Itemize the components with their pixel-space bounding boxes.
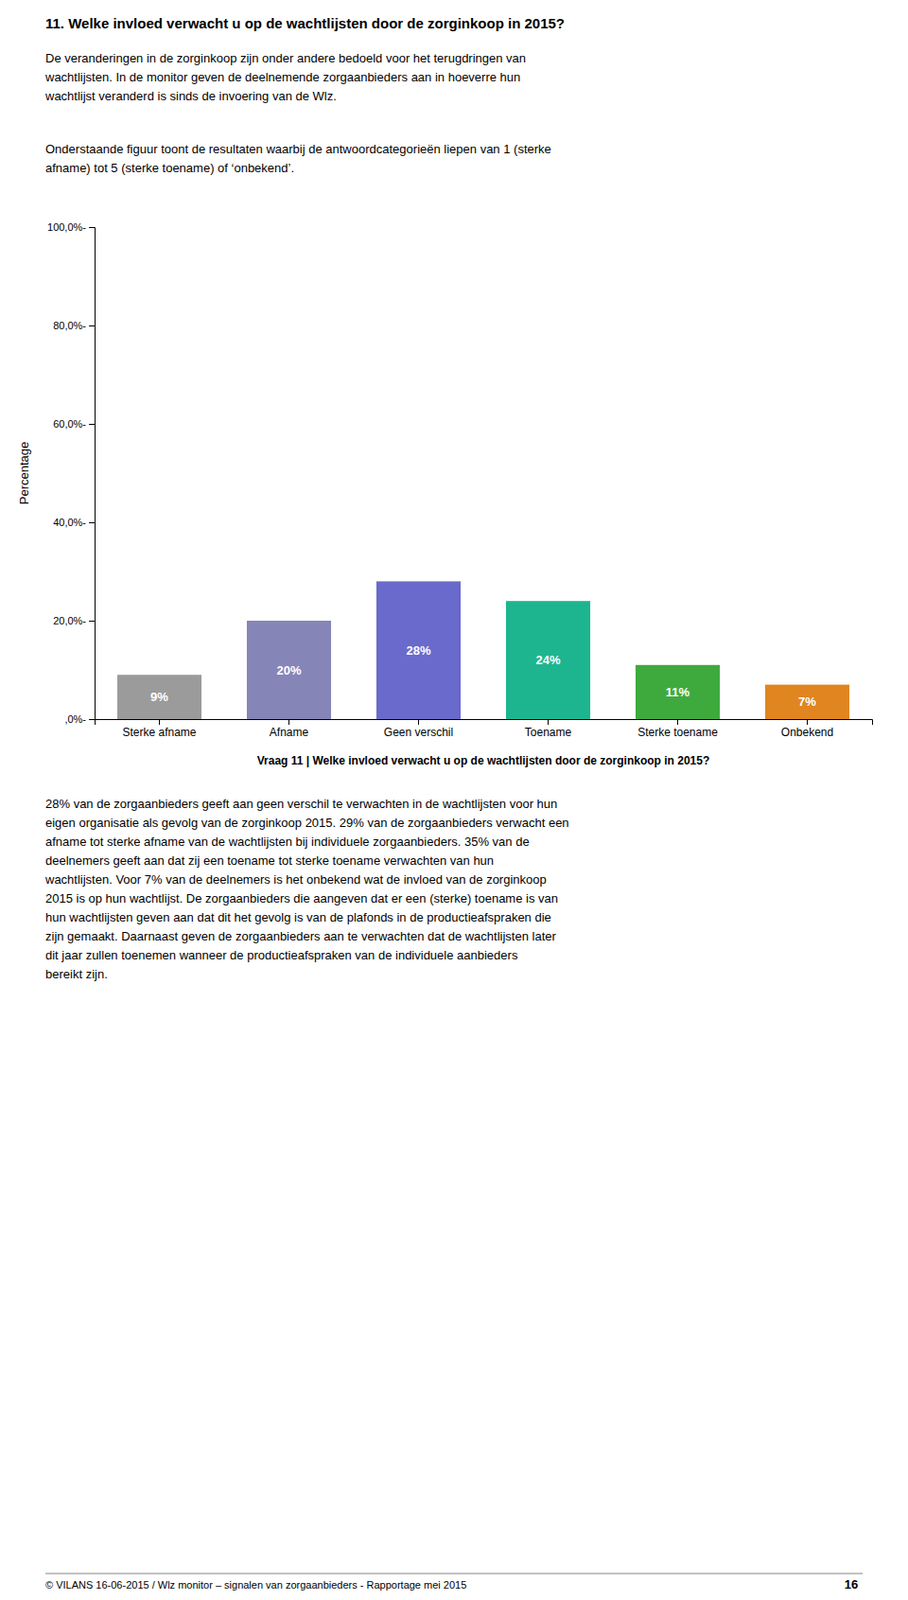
x-tick-mark bbox=[677, 718, 679, 725]
y-tick-mark bbox=[88, 227, 95, 228]
page: 11. Welke invloed verwacht u op de wacht… bbox=[0, 0, 908, 1600]
x-tick: Geen verschil bbox=[384, 718, 454, 739]
data-label: 11% bbox=[665, 684, 691, 699]
bar bbox=[765, 684, 850, 719]
paragraph-line: eigen organisatie als gevolg van de zorg… bbox=[45, 815, 570, 830]
bar bbox=[635, 664, 720, 719]
paragraph-line: zijn gemaakt. Daarnaast geven de zorgaan… bbox=[45, 928, 557, 943]
x-tick: Afname bbox=[269, 718, 310, 739]
paragraph-line: afname) tot 5 (sterke toename) of ‘onbek… bbox=[45, 160, 295, 175]
page-number: 16 bbox=[844, 1576, 858, 1591]
y-tick-label: 100,0%- bbox=[47, 221, 87, 233]
x-tick-label: Onbekend bbox=[781, 725, 834, 739]
footer-rule bbox=[45, 1572, 863, 1574]
x-tick-label: Toename bbox=[524, 725, 573, 739]
x-tick-label: Afname bbox=[269, 725, 310, 739]
paragraph-line: Onderstaande figuur toont de resultaten … bbox=[45, 141, 552, 157]
x-axis-title: Vraag 11 | Welke invloed verwacht u op d… bbox=[257, 753, 711, 768]
x-tick-label: Sterke afname bbox=[122, 725, 196, 739]
x-tick-label: Geen verschil bbox=[384, 725, 454, 739]
data-label: 20% bbox=[276, 663, 301, 678]
paragraph-line: wachtlijsten. In de monitor geven de dee… bbox=[44, 69, 521, 85]
y-axis: ,0%- 20,0%- 40,0%- 60,0%- 80,0%- 100,0%- bbox=[47, 221, 95, 725]
paragraph-line: 28% van de zorgaanbieders geeft aan geen… bbox=[45, 796, 558, 811]
x-tick-mark bbox=[158, 718, 160, 725]
paragraph-line: afname tot sterke afname van de wachtlij… bbox=[45, 834, 530, 849]
x-axis: Sterke afname Afname Geen verschil Toename S… bbox=[95, 718, 874, 739]
x-tick-mark bbox=[806, 718, 808, 725]
y-tick: 20,0%- bbox=[52, 614, 95, 627]
y-tick-label: 60,0%- bbox=[52, 418, 87, 430]
paragraph-line: wachtlijsten. Voor 7% van de deelnemers … bbox=[44, 872, 547, 887]
y-tick: 40,0%- bbox=[52, 516, 95, 528]
data-label: 9% bbox=[150, 689, 169, 704]
paragraph-line: bereikt zijn. bbox=[45, 966, 108, 981]
x-tick: Onbekend bbox=[781, 718, 834, 739]
footer-text: © VILANS 16-06-2015 / Wlz monitor – sign… bbox=[45, 1578, 467, 1590]
y-tick-mark bbox=[88, 325, 95, 327]
y-tick-mark bbox=[88, 423, 95, 425]
y-axis-title: Percentage bbox=[17, 441, 32, 506]
paragraph-line: deelnemers geeft aan dat zij een toename… bbox=[45, 853, 494, 868]
x-tick-mark bbox=[288, 718, 290, 725]
paragraph-line: hun wachtlijsten geven aan dat dit het g… bbox=[45, 909, 552, 925]
y-axis-line bbox=[88, 227, 96, 720]
x-tick: Sterke toename bbox=[637, 718, 718, 739]
y-tick-mark bbox=[88, 620, 95, 622]
x-tick-label: Sterke toename bbox=[637, 725, 718, 739]
bar bbox=[376, 580, 461, 719]
y-tick: 100,0%- bbox=[47, 221, 95, 233]
data-label: 28% bbox=[405, 643, 431, 658]
data-label: 24% bbox=[535, 652, 560, 667]
x-tick: Sterke afname bbox=[122, 718, 196, 739]
y-tick-label: 40,0%- bbox=[52, 516, 87, 528]
bar bbox=[246, 620, 332, 719]
y-tick-label: 80,0%- bbox=[52, 319, 87, 332]
bar bbox=[506, 600, 591, 719]
y-tick-mark bbox=[88, 718, 95, 720]
data-labels: 9% 20% 28% 24% 11% 7% bbox=[150, 643, 817, 710]
data-label: 7% bbox=[798, 694, 817, 709]
y-tick-label: 20,0%- bbox=[52, 614, 87, 627]
y-tick: 60,0%- bbox=[52, 418, 95, 430]
paragraph-line: dit jaar zullen toenemen wanneer de prod… bbox=[45, 947, 519, 962]
plot-area bbox=[117, 580, 850, 719]
paragraph-line: 2015 is op hun wachtlijst. De zorgaanbie… bbox=[45, 890, 559, 906]
x-axis-line bbox=[95, 719, 874, 726]
y-tick: ,0%- bbox=[64, 713, 95, 725]
x-tick: Toename bbox=[524, 718, 573, 739]
x-tick-mark bbox=[418, 718, 420, 725]
paragraph-line: wachtlijst veranderd is sinds de invoeri… bbox=[44, 88, 337, 104]
paragraph-line: De veranderingen in de zorginkoop zijn o… bbox=[45, 51, 526, 66]
bar bbox=[117, 674, 202, 719]
x-tick-mark bbox=[547, 718, 549, 725]
y-tick-label: ,0%- bbox=[64, 713, 87, 725]
y-tick: 80,0%- bbox=[52, 319, 95, 332]
y-tick-mark bbox=[88, 522, 95, 524]
page-heading: 11. Welke invloed verwacht u op de wacht… bbox=[45, 15, 565, 32]
